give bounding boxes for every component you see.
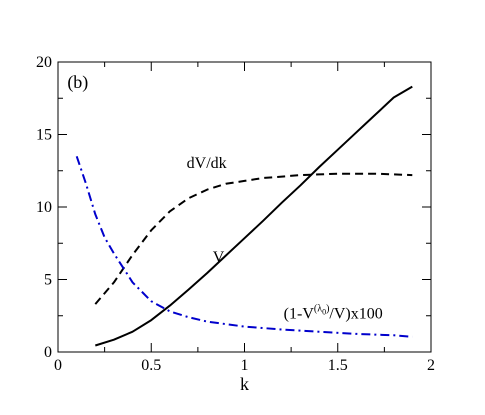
series-line-v xyxy=(95,85,413,347)
ratio-series-label: (1-V(λ0)/V)x100 xyxy=(284,304,383,323)
ratio-label-subscript: 0 xyxy=(322,308,326,317)
x-tick-label: 2 xyxy=(427,357,435,374)
series-line-ratio xyxy=(75,155,413,338)
y-tick-label: 5 xyxy=(44,272,52,289)
dvdk-series-label: dV/dk xyxy=(187,155,227,172)
x-tick-label: 1.5 xyxy=(328,357,348,374)
x-tick-label: 0.5 xyxy=(141,357,161,374)
ratio-label-superscript: (λ xyxy=(314,304,322,315)
panel-label: (b) xyxy=(67,72,88,93)
y-tick-label: 15 xyxy=(36,127,52,144)
y-tick-label: 10 xyxy=(36,199,52,216)
ratio-label-suffix: /V)x100 xyxy=(329,306,382,323)
ratio-label-prefix: (1-V xyxy=(284,306,315,323)
chart-marks xyxy=(75,85,413,347)
x-tick-label: 0 xyxy=(54,357,62,374)
ratio-label-superscript-close: ) xyxy=(326,304,329,315)
series-line-dvdk xyxy=(94,172,413,305)
y-tick-label: 0 xyxy=(44,344,52,361)
x-axis-label: k xyxy=(240,374,249,394)
x-tick-label: 1 xyxy=(241,357,249,374)
v-series-label: V xyxy=(213,249,225,266)
y-tick-label: 20 xyxy=(36,54,52,71)
